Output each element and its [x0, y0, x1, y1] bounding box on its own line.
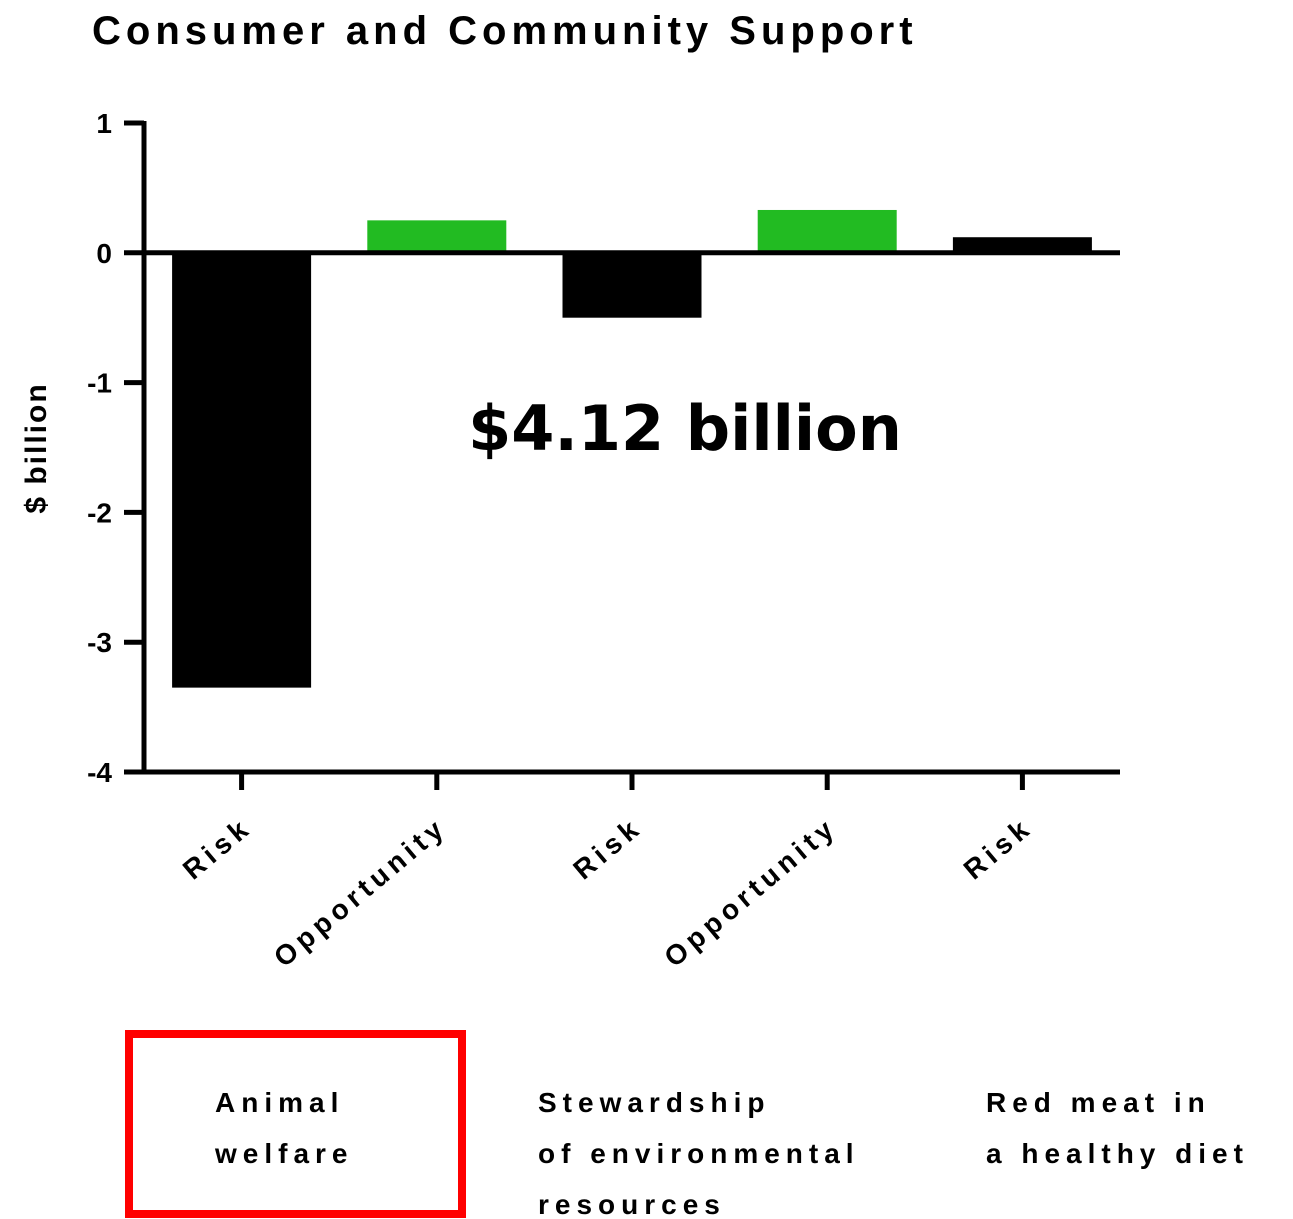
x-tick-label: Risk — [958, 811, 1039, 886]
group-label-line: resources — [538, 1189, 726, 1219]
x-tick-label: Risk — [177, 811, 258, 886]
category-groups: Animal welfare Stewardship of environmental… — [125, 1030, 1249, 1219]
bar-2 — [367, 220, 507, 253]
chart-title: Consumer and Community Support — [92, 9, 918, 53]
group-label-line: of environmental — [538, 1138, 860, 1169]
group-label-line: a healthy diet — [986, 1138, 1249, 1169]
x-tick-label: Opportunity — [268, 811, 453, 973]
group-label-line: welfare — [214, 1138, 354, 1169]
group-label-line: Stewardship — [538, 1087, 770, 1118]
y-axis: 1 0 -1 -2 -3 -4 — [87, 108, 147, 788]
y-axis-label: $ billion — [20, 382, 53, 513]
group-highlight-box — [125, 1030, 466, 1218]
x-tick-label: Risk — [567, 811, 648, 886]
bar-5 — [952, 237, 1092, 253]
y-tick-label: -4 — [87, 757, 112, 788]
bar-4 — [757, 209, 897, 253]
bar-3 — [562, 252, 702, 318]
y-tick-label: -3 — [87, 627, 112, 658]
total-annotation: $4.12 billion — [468, 392, 902, 465]
y-tick-label: -2 — [87, 497, 112, 528]
bars — [172, 209, 1092, 688]
y-tick-label: 1 — [96, 108, 112, 139]
bar-1 — [172, 252, 312, 688]
x-tick-label: Opportunity — [658, 811, 843, 973]
group-label-line: Animal — [215, 1087, 344, 1118]
y-tick-label: -1 — [87, 368, 112, 399]
group-label-line: Red meat in — [986, 1087, 1211, 1118]
y-tick-label: 0 — [96, 238, 112, 269]
